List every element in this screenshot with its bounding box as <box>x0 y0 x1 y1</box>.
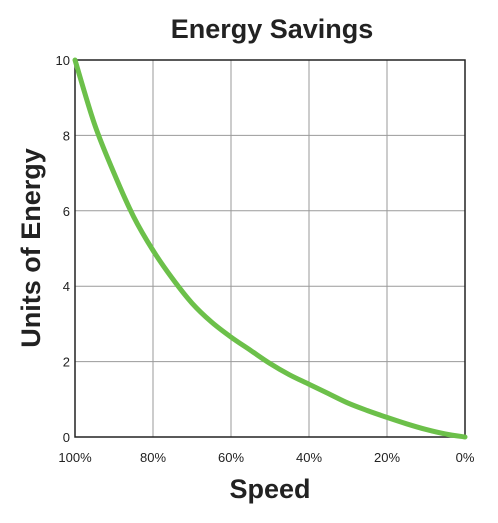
x-tick-label: 40% <box>296 450 322 465</box>
plot-frame <box>74 59 466 438</box>
x-tick-label: 60% <box>218 450 244 465</box>
y-axis-label: Units of Energy <box>16 148 46 348</box>
y-tick-label: 8 <box>63 128 70 143</box>
grid-lines <box>74 59 466 438</box>
energy-curve-line <box>72 57 468 440</box>
x-tick-label: 80% <box>140 450 166 465</box>
series-layer <box>72 57 468 440</box>
y-tick-label: 0 <box>63 430 70 445</box>
y-tick-label: 6 <box>63 204 70 219</box>
x-tick-labels: 100% 80% 60% 40% 20% 0% <box>58 450 474 465</box>
y-tick-labels: 0 2 4 6 8 10 <box>56 53 70 445</box>
y-tick-label: 2 <box>63 355 70 370</box>
x-tick-label: 20% <box>374 450 400 465</box>
y-tick-label: 4 <box>63 279 70 294</box>
chart-title: Energy Savings <box>171 14 374 44</box>
x-axis-label: Speed <box>229 474 310 504</box>
x-tick-label: 0% <box>456 450 475 465</box>
y-tick-label: 10 <box>56 53 70 68</box>
x-tick-label: 100% <box>58 450 92 465</box>
